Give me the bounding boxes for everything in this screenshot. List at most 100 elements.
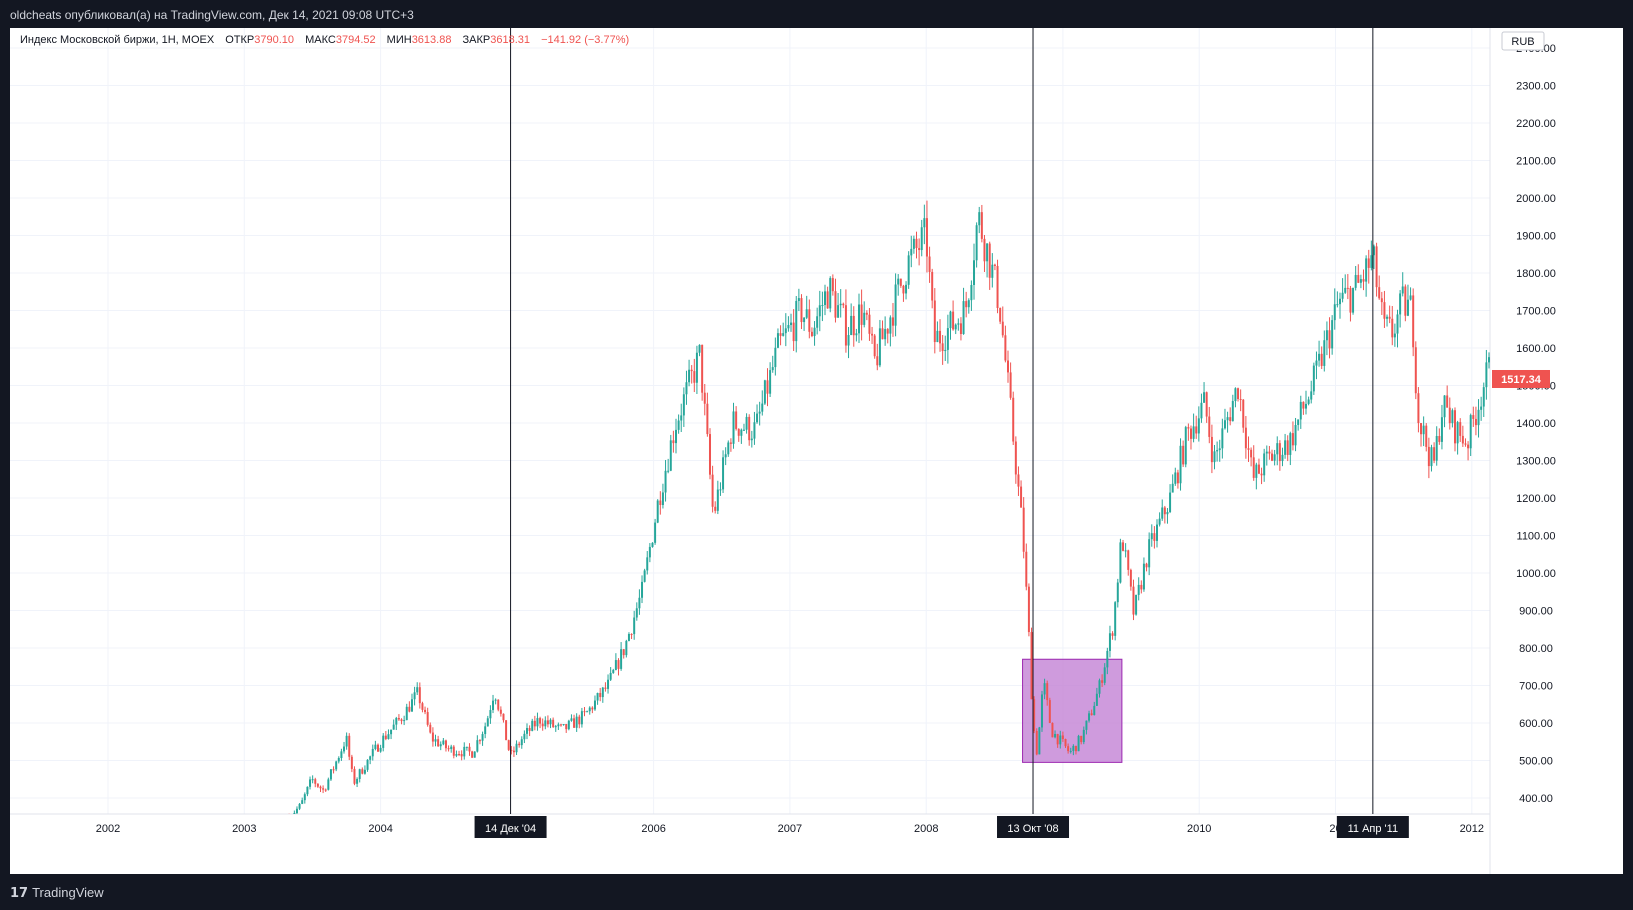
candle-body [599,692,602,698]
candle-body [295,808,298,814]
candle-body [1182,445,1185,465]
candle-body [1443,395,1446,418]
candle-body [635,608,638,618]
chart-frame[interactable]: 400.00 500.00 600.00 700.00 800.00 900.00 1000… [10,28,1623,874]
candle-body [468,746,471,752]
candle-body [790,322,793,326]
candle-body [343,746,346,752]
high-label: МАКС [305,34,336,46]
candle-body [750,438,753,441]
candle-body [902,285,905,294]
candle-body [1161,507,1164,519]
candle-body [910,248,913,256]
candle-body [1145,563,1148,568]
candle-body [967,300,970,308]
candle-body [784,328,787,334]
candle-body [348,735,351,757]
candle-body [1352,287,1355,313]
candle-body [392,724,395,730]
candle-body [1226,417,1229,421]
candle-body [1446,395,1449,408]
candle-body [980,212,983,239]
candle-body [1059,735,1062,745]
candle-body [826,291,829,309]
candle-body [787,325,790,329]
candle-body [1153,533,1156,541]
candle-body [421,703,424,710]
candle-body [1122,542,1125,551]
candle-body [575,716,578,728]
date-tag: 11 Апр '11 [1348,823,1398,835]
candle-body [965,301,968,308]
candles-group [288,200,1490,814]
candle-body [1203,392,1206,403]
candle-body [939,330,942,344]
candle-body [855,333,858,336]
candle-body [1127,550,1130,570]
y-tick-label: 800.00 [1519,643,1553,655]
date-tag: 14 Дек '04 [485,823,536,835]
candle-body [358,769,361,779]
price-chart[interactable]: 400.00 500.00 600.00 700.00 800.00 900.00 1000… [10,28,1623,874]
candle-body [651,542,654,547]
candle-body [1464,443,1467,445]
candle-body [1427,446,1430,467]
candle-body [923,218,926,228]
tradingview-logo[interactable]: 17 TradingView [10,885,104,901]
candle-body [565,723,568,730]
candle-body [1315,360,1318,366]
candle-body [742,429,745,431]
date-tag-bg [997,816,1070,838]
candle-body [601,687,604,698]
candle-body [528,728,531,731]
y-tick-label: 1400.00 [1516,418,1556,430]
candle-body [1414,347,1417,394]
candle-body [1176,472,1179,484]
candle-body [912,238,915,249]
candle-body [455,754,458,756]
low-label: МИН [386,34,412,46]
candle-body [1038,727,1041,755]
candle-body [1388,316,1391,319]
candle-body [1166,511,1169,515]
candle-body [327,779,330,790]
candle-body [816,316,819,328]
candle-body [1406,299,1409,316]
candle-body [1061,735,1064,740]
candle-body [690,369,693,372]
candle-body [567,720,570,730]
candle-body [792,322,795,342]
candle-body [1229,417,1232,422]
candle-body [361,769,364,774]
candle-body [384,735,387,739]
candle-body [1485,362,1488,388]
candle-body [685,382,688,395]
candle-body [1461,435,1464,444]
candle-body [1124,550,1127,552]
candle-body [865,312,868,315]
candle-body [1289,433,1292,455]
candle-body [1234,388,1237,402]
candle-body [957,323,960,325]
candle-body [1040,694,1043,728]
candle-body [719,489,722,491]
candle-body [408,706,411,712]
candle-body [761,403,764,412]
candle-body [729,442,732,444]
candle-body [1284,440,1287,455]
candle-body [580,711,583,725]
candle-body [1129,569,1132,587]
y-tick-label: 500.00 [1519,756,1553,768]
candle-body [1239,398,1242,400]
candle-body [941,343,944,352]
candle-body [1216,450,1219,452]
candle-body [881,328,884,340]
candle-body [570,718,573,721]
candle-body [983,238,986,262]
candle-body [776,333,779,348]
candle-body [1487,357,1490,363]
candle-body [1033,699,1036,731]
candle-body [410,699,413,712]
candle-body [878,328,881,366]
candle-body [1255,464,1258,478]
